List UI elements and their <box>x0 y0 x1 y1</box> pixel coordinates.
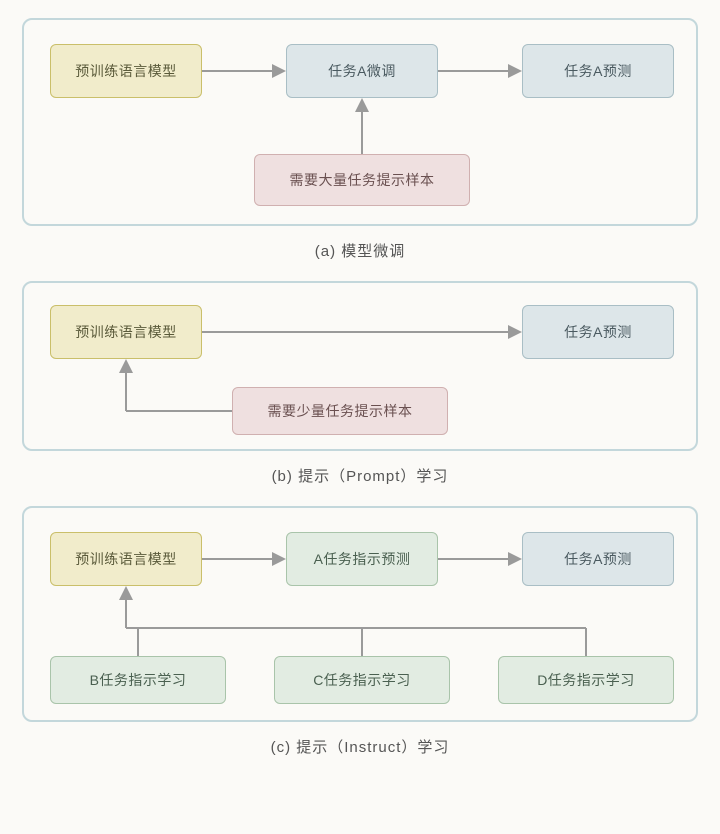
panel-a: 预训练语言模型 任务A微调 任务A预测需要大量任务提示样本 <box>22 18 698 226</box>
node-learnC: C任务指示学习 <box>274 656 450 704</box>
node-finetune: 任务A微调 <box>286 44 438 98</box>
caption-a: (a) 模型微调 <box>22 240 698 261</box>
node-predict: 任务A预测 <box>522 44 674 98</box>
node-samples: 需要少量任务提示样本 <box>232 387 448 435</box>
caption-b: (b) 提示（Prompt）学习 <box>22 465 698 486</box>
node-learnB: B任务指示学习 <box>50 656 226 704</box>
node-learnD: D任务指示学习 <box>498 656 674 704</box>
node-pretrain: 预训练语言模型 <box>50 305 202 359</box>
panel-b: 预训练语言模型 任务A预测需要少量任务提示样本 <box>22 281 698 451</box>
panel-c: 预训练语言模型 A任务指示预测 任务A预测 B任务指示学习 C任务指示学习 D任务指示学习 <box>22 506 698 722</box>
node-samples: 需要大量任务提示样本 <box>254 154 470 206</box>
node-pretrain: 预训练语言模型 <box>50 44 202 98</box>
node-predict: 任务A预测 <box>522 532 674 586</box>
node-instructA: A任务指示预测 <box>286 532 438 586</box>
node-pretrain: 预训练语言模型 <box>50 532 202 586</box>
caption-c: (c) 提示（Instruct）学习 <box>22 736 698 757</box>
node-predict: 任务A预测 <box>522 305 674 359</box>
